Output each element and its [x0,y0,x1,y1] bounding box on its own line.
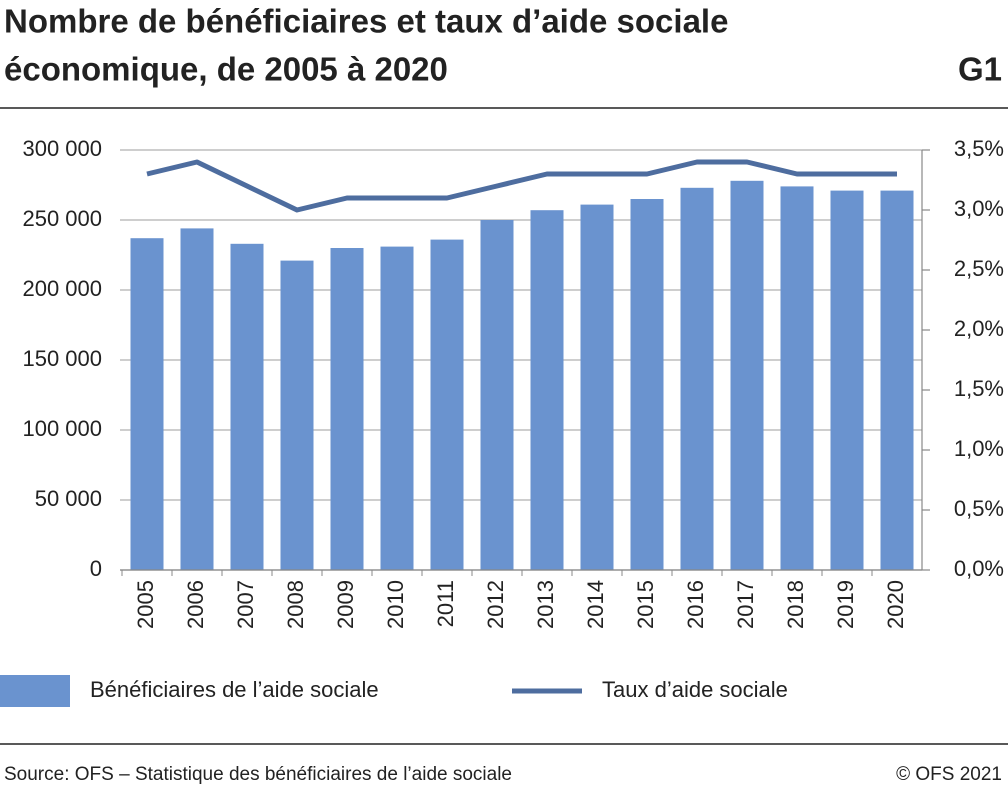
chart-title: économique, de 2005 à 2020 [4,51,448,88]
y-tick-label: 250 000 [22,206,102,231]
y-tick-label: 0 [90,556,102,581]
bar [880,190,914,570]
bar [380,246,414,570]
bar [180,228,214,570]
bar [680,187,714,571]
y2-tick-label: 1,5% [954,376,1004,401]
x-tick-label: 2016 [683,580,708,629]
bar [830,190,864,570]
x-tick-label: 2015 [633,580,658,629]
bar [530,210,564,570]
bar [580,204,614,570]
legend-label: Bénéficiaires de l’aide sociale [90,677,379,702]
y2-tick-label: 1,0% [954,436,1004,461]
legend-swatch [0,675,70,707]
bar [630,199,664,570]
x-tick-label: 2009 [333,580,358,629]
bar [130,238,164,570]
x-tick-label: 2020 [883,580,908,629]
y2-tick-label: 0,0% [954,556,1004,581]
y2-tick-label: 2,5% [954,256,1004,281]
y-tick-label: 150 000 [22,346,102,371]
source: Source: OFS – Statistique des bénéficiai… [4,764,512,785]
bar [730,180,764,571]
x-tick-label: 2019 [833,580,858,629]
bar [780,186,814,570]
chart-title: Nombre de bénéficiaires et taux d’aide s… [4,3,728,40]
bar [430,239,464,570]
x-tick-label: 2012 [483,580,508,629]
y-tick-label: 50 000 [35,486,102,511]
y2-tick-label: 0,5% [954,496,1004,521]
x-tick-label: 2005 [133,580,158,629]
x-tick-label: 2008 [283,580,308,629]
x-tick-label: 2006 [183,580,208,629]
line [146,159,897,213]
y-tick-label: 300 000 [22,136,102,161]
x-tick-label: 2010 [383,580,408,629]
y-tick-label: 200 000 [22,276,102,301]
x-tick-label: 2013 [533,580,558,629]
bar [330,248,364,570]
x-tick-label: 2017 [733,580,758,629]
y2-tick-label: 2,0% [954,316,1004,341]
bar [280,260,314,570]
y-tick-label: 100 000 [22,416,102,441]
x-tick-label: 2018 [783,580,808,629]
legend-label: Taux d’aide sociale [602,677,788,702]
copyright: © OFS 2021 [896,764,1002,785]
figure-label: G1 [958,51,1002,88]
bar [230,243,264,571]
x-tick-label: 2007 [233,580,258,629]
x-tick-label: 2011 [433,580,458,627]
bar [480,220,514,570]
x-tick-label: 2014 [583,580,608,629]
y2-tick-label: 3,0% [954,196,1004,221]
y2-tick-label: 3,5% [954,136,1004,161]
